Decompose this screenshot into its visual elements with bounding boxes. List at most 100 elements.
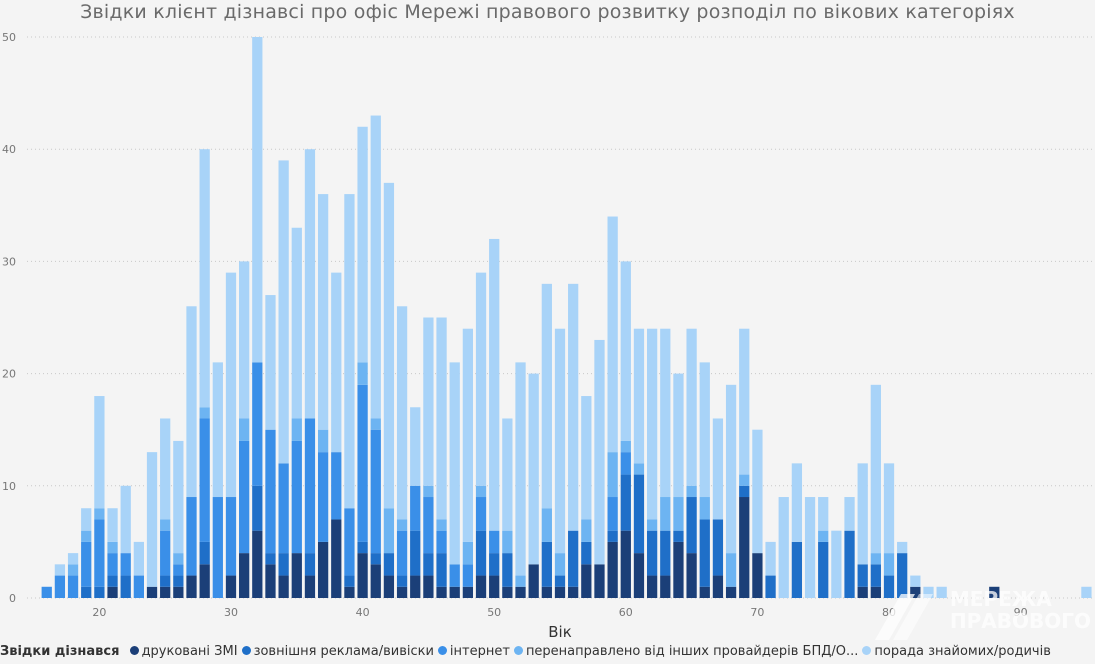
bar-segment[interactable] bbox=[357, 384, 368, 542]
bar-segment[interactable] bbox=[541, 586, 552, 598]
bar-segment[interactable] bbox=[67, 575, 79, 598]
bar-segment[interactable] bbox=[541, 508, 552, 542]
bar-segment[interactable] bbox=[120, 553, 131, 576]
bar-segment[interactable] bbox=[370, 418, 381, 430]
bar-segment[interactable] bbox=[462, 564, 474, 587]
bar-segment[interactable] bbox=[528, 564, 539, 598]
bar-segment[interactable] bbox=[515, 362, 526, 576]
bar-segment[interactable] bbox=[67, 564, 79, 576]
bar-segment[interactable] bbox=[410, 407, 421, 486]
bar-segment[interactable] bbox=[897, 541, 908, 554]
bar-segment[interactable] bbox=[515, 586, 526, 598]
bar-segment[interactable] bbox=[357, 126, 368, 363]
bar-segment[interactable] bbox=[541, 541, 552, 587]
bar-segment[interactable] bbox=[317, 429, 329, 453]
bar-segment[interactable] bbox=[239, 440, 250, 554]
bar-segment[interactable] bbox=[344, 508, 355, 576]
bar-segment[interactable] bbox=[357, 541, 368, 554]
bar-segment[interactable] bbox=[883, 575, 895, 598]
bar-segment[interactable] bbox=[107, 541, 118, 554]
bar-segment[interactable] bbox=[107, 586, 118, 598]
bar-segment[interactable] bbox=[120, 485, 131, 554]
bar-segment[interactable] bbox=[686, 497, 697, 554]
bar-segment[interactable] bbox=[436, 553, 447, 587]
bar-segment[interactable] bbox=[278, 575, 289, 598]
bar-segment[interactable] bbox=[225, 575, 237, 598]
bar-segment[interactable] bbox=[818, 530, 829, 542]
bar-segment[interactable] bbox=[107, 508, 118, 542]
bar-segment[interactable] bbox=[857, 463, 868, 565]
bar-segment[interactable] bbox=[844, 530, 855, 598]
bar-segment[interactable] bbox=[462, 541, 474, 565]
bar-segment[interactable] bbox=[291, 227, 302, 419]
bar-segment[interactable] bbox=[607, 452, 618, 498]
bar-segment[interactable] bbox=[173, 586, 184, 598]
bar-segment[interactable] bbox=[673, 530, 684, 542]
bar-segment[interactable] bbox=[818, 541, 829, 598]
bar-segment[interactable] bbox=[673, 541, 684, 598]
bar-segment[interactable] bbox=[120, 575, 131, 598]
bar-segment[interactable] bbox=[396, 575, 408, 587]
bar-segment[interactable] bbox=[212, 497, 223, 598]
bar-segment[interactable] bbox=[778, 497, 789, 598]
bar-segment[interactable] bbox=[436, 530, 447, 554]
bar-segment[interactable] bbox=[502, 530, 513, 554]
bar-segment[interactable] bbox=[239, 553, 250, 598]
bar-segment[interactable] bbox=[660, 530, 671, 576]
bar-segment[interactable] bbox=[502, 586, 513, 598]
bar-segment[interactable] bbox=[725, 586, 737, 598]
bar-segment[interactable] bbox=[94, 396, 105, 509]
bar-segment[interactable] bbox=[423, 317, 434, 486]
bar-segment[interactable] bbox=[396, 586, 408, 598]
bar-segment[interactable] bbox=[752, 429, 763, 554]
bar-segment[interactable] bbox=[844, 497, 855, 531]
bar-segment[interactable] bbox=[686, 328, 697, 486]
bar-segment[interactable] bbox=[160, 586, 171, 598]
bar-segment[interactable] bbox=[475, 485, 487, 498]
bar-segment[interactable] bbox=[581, 541, 592, 565]
bar-segment[interactable] bbox=[712, 575, 724, 598]
bar-segment[interactable] bbox=[462, 586, 474, 598]
bar-segment[interactable] bbox=[146, 452, 158, 587]
bar-segment[interactable] bbox=[646, 575, 658, 598]
bar-segment[interactable] bbox=[660, 497, 671, 531]
bar-segment[interactable] bbox=[568, 586, 579, 598]
bar-segment[interactable] bbox=[699, 586, 710, 598]
bar-segment[interactable] bbox=[370, 553, 381, 565]
bar-segment[interactable] bbox=[686, 553, 697, 598]
bar-segment[interactable] bbox=[620, 452, 631, 475]
bar-segment[interactable] bbox=[633, 463, 645, 475]
bar-segment[interactable] bbox=[133, 575, 144, 598]
bar-segment[interactable] bbox=[160, 418, 171, 520]
bar-segment[interactable] bbox=[133, 541, 144, 576]
bar-segment[interactable] bbox=[252, 362, 263, 486]
bar-segment[interactable] bbox=[436, 519, 447, 531]
bar-segment[interactable] bbox=[989, 586, 1000, 598]
bar-segment[interactable] bbox=[344, 575, 355, 587]
bar-segment[interactable] bbox=[304, 553, 316, 576]
bar-segment[interactable] bbox=[54, 575, 66, 598]
bar-segment[interactable] bbox=[199, 564, 210, 598]
bar-segment[interactable] bbox=[883, 463, 895, 554]
bar-segment[interactable] bbox=[423, 553, 434, 576]
bar-segment[interactable] bbox=[752, 553, 763, 598]
bar-segment[interactable] bbox=[278, 160, 289, 464]
bar-segment[interactable] bbox=[489, 575, 500, 598]
bar-segment[interactable] bbox=[502, 553, 513, 587]
bar-segment[interactable] bbox=[554, 553, 566, 576]
bar-segment[interactable] bbox=[331, 519, 342, 598]
bar-segment[interactable] bbox=[554, 328, 566, 554]
bar-segment[interactable] bbox=[225, 497, 237, 576]
bar-segment[interactable] bbox=[410, 575, 421, 598]
bar-segment[interactable] bbox=[712, 519, 724, 576]
bar-segment[interactable] bbox=[199, 407, 210, 419]
bar-segment[interactable] bbox=[383, 182, 395, 509]
bar-segment[interactable] bbox=[646, 530, 658, 576]
bar-segment[interactable] bbox=[317, 452, 329, 542]
bar-segment[interactable] bbox=[146, 586, 158, 598]
bar-segment[interactable] bbox=[870, 384, 881, 554]
bar-segment[interactable] bbox=[857, 586, 868, 598]
bar-segment[interactable] bbox=[357, 553, 368, 598]
bar-segment[interactable] bbox=[554, 586, 566, 598]
bar-segment[interactable] bbox=[291, 440, 302, 554]
